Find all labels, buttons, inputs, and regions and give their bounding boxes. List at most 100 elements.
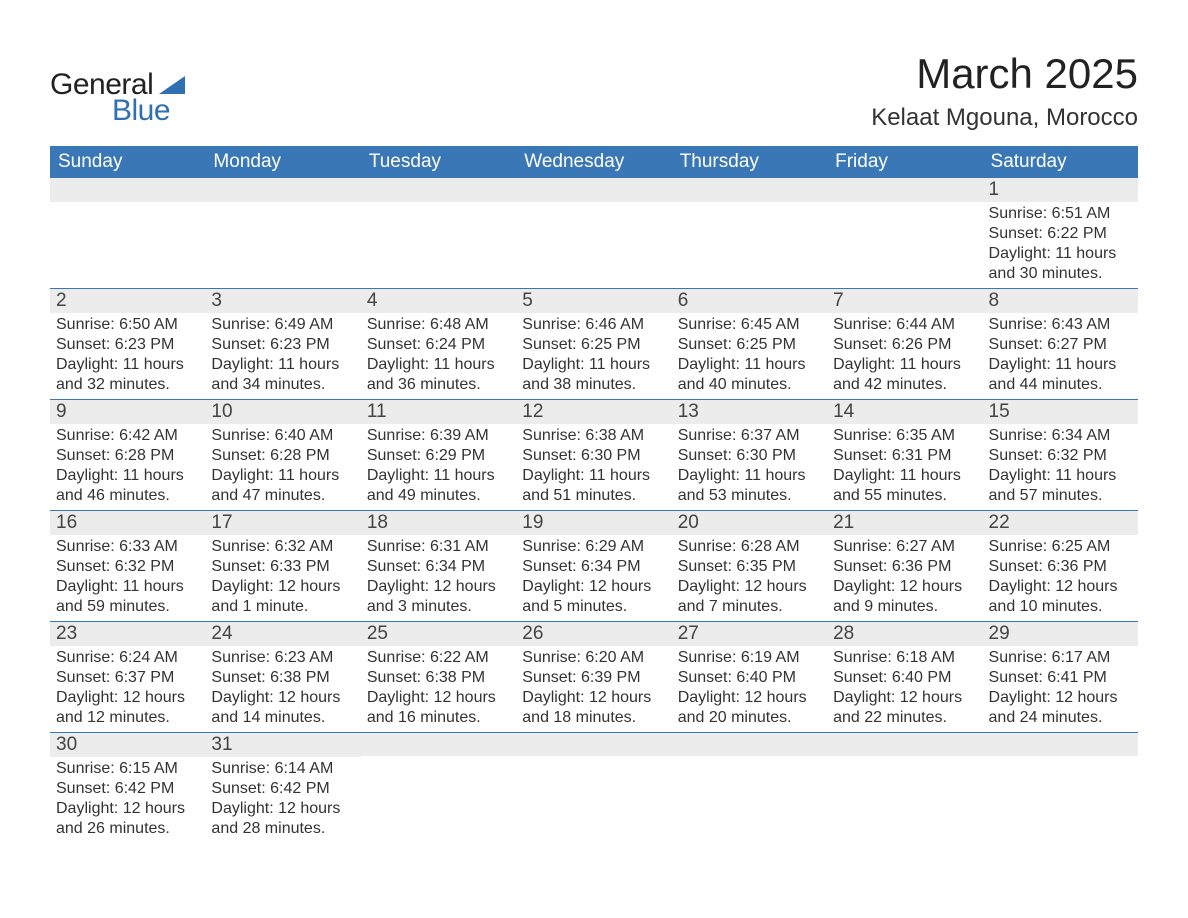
day-cell: 2Sunrise: 6:50 AMSunset: 6:23 PMDaylight… bbox=[50, 288, 205, 399]
logo: General Blue bbox=[50, 50, 185, 128]
daylight-line: Daylight: 12 hours and 5 minutes. bbox=[522, 577, 665, 617]
day-number: 6 bbox=[672, 289, 827, 313]
sunrise-line: Sunrise: 6:25 AM bbox=[989, 537, 1132, 557]
empty-day-body bbox=[827, 756, 982, 836]
day-number: 30 bbox=[50, 733, 205, 757]
day-info: Sunrise: 6:49 AMSunset: 6:23 PMDaylight:… bbox=[205, 313, 360, 399]
calendar-cell bbox=[516, 178, 671, 288]
day-cell: 14Sunrise: 6:35 AMSunset: 6:31 PMDayligh… bbox=[827, 399, 982, 510]
calendar-cell: 8Sunrise: 6:43 AMSunset: 6:27 PMDaylight… bbox=[983, 288, 1138, 399]
daylight-line: Daylight: 11 hours and 36 minutes. bbox=[367, 355, 510, 395]
empty-day-strip bbox=[361, 178, 516, 202]
week-row: 23Sunrise: 6:24 AMSunset: 6:37 PMDayligh… bbox=[50, 621, 1138, 732]
calendar-cell: 24Sunrise: 6:23 AMSunset: 6:38 PMDayligh… bbox=[205, 621, 360, 732]
calendar-cell: 25Sunrise: 6:22 AMSunset: 6:38 PMDayligh… bbox=[361, 621, 516, 732]
calendar-cell: 18Sunrise: 6:31 AMSunset: 6:34 PMDayligh… bbox=[361, 510, 516, 621]
empty-day-strip bbox=[205, 178, 360, 202]
daylight-line: Daylight: 11 hours and 30 minutes. bbox=[989, 244, 1132, 284]
day-number: 25 bbox=[361, 622, 516, 646]
day-number: 13 bbox=[672, 400, 827, 424]
day-number: 19 bbox=[516, 511, 671, 535]
logo-text-blue: Blue bbox=[112, 94, 170, 128]
sunset-line: Sunset: 6:33 PM bbox=[211, 557, 354, 577]
daylight-line: Daylight: 11 hours and 53 minutes. bbox=[678, 466, 821, 506]
week-row: 30Sunrise: 6:15 AMSunset: 6:42 PMDayligh… bbox=[50, 732, 1138, 843]
day-cell: 1Sunrise: 6:51 AMSunset: 6:22 PMDaylight… bbox=[983, 178, 1138, 288]
day-info: Sunrise: 6:19 AMSunset: 6:40 PMDaylight:… bbox=[672, 646, 827, 732]
sunrise-line: Sunrise: 6:44 AM bbox=[833, 315, 976, 335]
empty-day-body bbox=[50, 202, 205, 282]
calendar-cell: 4Sunrise: 6:48 AMSunset: 6:24 PMDaylight… bbox=[361, 288, 516, 399]
header: General Blue March 2025 Kelaat Mgouna, M… bbox=[50, 50, 1138, 132]
day-number: 5 bbox=[516, 289, 671, 313]
day-number: 12 bbox=[516, 400, 671, 424]
day-info: Sunrise: 6:43 AMSunset: 6:27 PMDaylight:… bbox=[983, 313, 1138, 399]
calendar-cell bbox=[672, 178, 827, 288]
sunrise-line: Sunrise: 6:14 AM bbox=[211, 759, 354, 779]
sunrise-line: Sunrise: 6:50 AM bbox=[56, 315, 199, 335]
day-header: Monday bbox=[205, 146, 360, 178]
day-info: Sunrise: 6:28 AMSunset: 6:35 PMDaylight:… bbox=[672, 535, 827, 621]
calendar-cell: 30Sunrise: 6:15 AMSunset: 6:42 PMDayligh… bbox=[50, 732, 205, 843]
sunset-line: Sunset: 6:23 PM bbox=[56, 335, 199, 355]
calendar-cell: 1Sunrise: 6:51 AMSunset: 6:22 PMDaylight… bbox=[983, 178, 1138, 288]
week-row: 9Sunrise: 6:42 AMSunset: 6:28 PMDaylight… bbox=[50, 399, 1138, 510]
sunset-line: Sunset: 6:34 PM bbox=[522, 557, 665, 577]
day-number: 7 bbox=[827, 289, 982, 313]
calendar-cell: 9Sunrise: 6:42 AMSunset: 6:28 PMDaylight… bbox=[50, 399, 205, 510]
sunset-line: Sunset: 6:32 PM bbox=[56, 557, 199, 577]
day-number: 10 bbox=[205, 400, 360, 424]
calendar-cell: 12Sunrise: 6:38 AMSunset: 6:30 PMDayligh… bbox=[516, 399, 671, 510]
sunrise-line: Sunrise: 6:37 AM bbox=[678, 426, 821, 446]
calendar-cell: 13Sunrise: 6:37 AMSunset: 6:30 PMDayligh… bbox=[672, 399, 827, 510]
sunset-line: Sunset: 6:28 PM bbox=[211, 446, 354, 466]
calendar-cell bbox=[827, 732, 982, 843]
sunset-line: Sunset: 6:38 PM bbox=[211, 668, 354, 688]
day-header: Thursday bbox=[672, 146, 827, 178]
day-info: Sunrise: 6:46 AMSunset: 6:25 PMDaylight:… bbox=[516, 313, 671, 399]
sunrise-line: Sunrise: 6:32 AM bbox=[211, 537, 354, 557]
day-cell: 8Sunrise: 6:43 AMSunset: 6:27 PMDaylight… bbox=[983, 288, 1138, 399]
day-info: Sunrise: 6:42 AMSunset: 6:28 PMDaylight:… bbox=[50, 424, 205, 510]
sunset-line: Sunset: 6:41 PM bbox=[989, 668, 1132, 688]
day-number: 29 bbox=[983, 622, 1138, 646]
sunrise-line: Sunrise: 6:35 AM bbox=[833, 426, 976, 446]
daylight-line: Daylight: 12 hours and 20 minutes. bbox=[678, 688, 821, 728]
day-info: Sunrise: 6:20 AMSunset: 6:39 PMDaylight:… bbox=[516, 646, 671, 732]
day-number: 9 bbox=[50, 400, 205, 424]
daylight-line: Daylight: 11 hours and 51 minutes. bbox=[522, 466, 665, 506]
empty-day-body bbox=[516, 202, 671, 282]
daylight-line: Daylight: 12 hours and 9 minutes. bbox=[833, 577, 976, 617]
sunrise-line: Sunrise: 6:19 AM bbox=[678, 648, 821, 668]
empty-day-body bbox=[516, 756, 671, 836]
day-number: 11 bbox=[361, 400, 516, 424]
day-cell: 31Sunrise: 6:14 AMSunset: 6:42 PMDayligh… bbox=[205, 732, 360, 843]
day-info: Sunrise: 6:15 AMSunset: 6:42 PMDaylight:… bbox=[50, 757, 205, 843]
sunset-line: Sunset: 6:42 PM bbox=[211, 779, 354, 799]
day-info: Sunrise: 6:32 AMSunset: 6:33 PMDaylight:… bbox=[205, 535, 360, 621]
day-cell: 21Sunrise: 6:27 AMSunset: 6:36 PMDayligh… bbox=[827, 510, 982, 621]
week-row: 2Sunrise: 6:50 AMSunset: 6:23 PMDaylight… bbox=[50, 288, 1138, 399]
day-cell: 20Sunrise: 6:28 AMSunset: 6:35 PMDayligh… bbox=[672, 510, 827, 621]
sunrise-line: Sunrise: 6:46 AM bbox=[522, 315, 665, 335]
day-cell: 17Sunrise: 6:32 AMSunset: 6:33 PMDayligh… bbox=[205, 510, 360, 621]
daylight-line: Daylight: 12 hours and 3 minutes. bbox=[367, 577, 510, 617]
empty-day-strip bbox=[827, 178, 982, 202]
daylight-line: Daylight: 11 hours and 46 minutes. bbox=[56, 466, 199, 506]
empty-day-body bbox=[827, 202, 982, 282]
day-cell: 22Sunrise: 6:25 AMSunset: 6:36 PMDayligh… bbox=[983, 510, 1138, 621]
day-info: Sunrise: 6:44 AMSunset: 6:26 PMDaylight:… bbox=[827, 313, 982, 399]
day-info: Sunrise: 6:35 AMSunset: 6:31 PMDaylight:… bbox=[827, 424, 982, 510]
logo-triangle-icon bbox=[159, 76, 185, 94]
sunset-line: Sunset: 6:28 PM bbox=[56, 446, 199, 466]
calendar-cell: 6Sunrise: 6:45 AMSunset: 6:25 PMDaylight… bbox=[672, 288, 827, 399]
week-row: 16Sunrise: 6:33 AMSunset: 6:32 PMDayligh… bbox=[50, 510, 1138, 621]
day-number: 28 bbox=[827, 622, 982, 646]
day-info: Sunrise: 6:23 AMSunset: 6:38 PMDaylight:… bbox=[205, 646, 360, 732]
empty-day-strip bbox=[672, 732, 827, 756]
day-cell: 9Sunrise: 6:42 AMSunset: 6:28 PMDaylight… bbox=[50, 399, 205, 510]
empty-day-strip bbox=[50, 178, 205, 202]
sunset-line: Sunset: 6:30 PM bbox=[678, 446, 821, 466]
day-info: Sunrise: 6:39 AMSunset: 6:29 PMDaylight:… bbox=[361, 424, 516, 510]
calendar-cell bbox=[361, 178, 516, 288]
